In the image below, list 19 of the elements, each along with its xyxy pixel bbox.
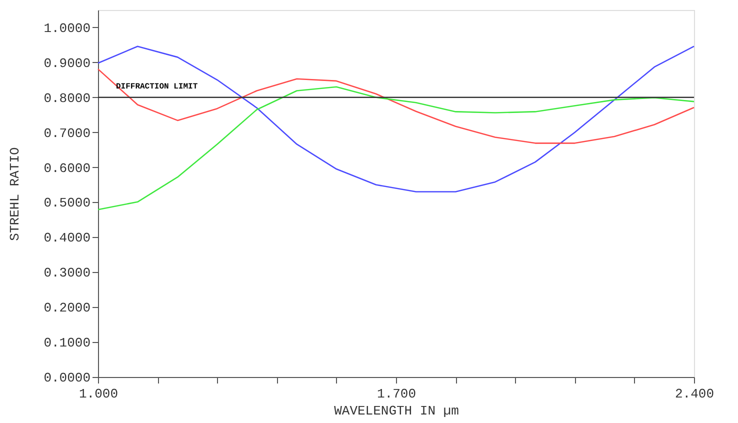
y-tick-label: 0.4000 <box>44 230 90 246</box>
line-series <box>97 68 695 144</box>
y-tick-label: 1.0000 <box>44 20 90 36</box>
x-tick-label: 1.700 <box>376 386 416 402</box>
x-axis-title: WAVELENGTH IN µm <box>334 404 460 418</box>
line-series <box>97 46 695 192</box>
y-tick-label: 0.2000 <box>44 300 90 316</box>
ref-line-label: DIFFRACTION LIMIT <box>116 82 198 92</box>
y-tick-label: 0.6000 <box>44 160 90 176</box>
y-tick-label: 0.5000 <box>44 196 90 211</box>
y-tick-label: 0.7000 <box>44 126 90 141</box>
y-tick-label: 0.8000 <box>44 90 90 106</box>
y-tick-label: 0.9000 <box>44 56 90 71</box>
x-tick-label: 2.400 <box>674 386 714 402</box>
y-tick-label: 0.3000 <box>44 266 90 281</box>
y-axis-title: STREHL RATIO <box>8 147 23 241</box>
x-tick-label: 1.000 <box>78 386 118 402</box>
y-tick-label: 0.1000 <box>44 336 90 351</box>
y-tick-label: 0.0000 <box>44 370 90 386</box>
